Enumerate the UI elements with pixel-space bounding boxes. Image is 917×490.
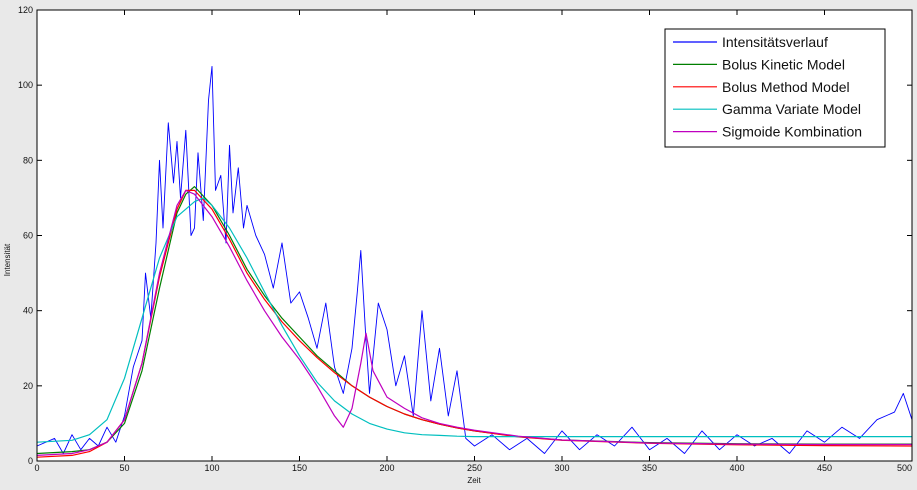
series-line-5	[36, 189, 912, 456]
y-tick-label: 100	[18, 80, 33, 90]
y-tick-label: 0	[28, 456, 33, 466]
x-tick-label: 400	[729, 463, 744, 473]
legend-label-3: Bolus Method Model	[722, 79, 850, 95]
legend-label-5: Sigmoide Kombination	[722, 124, 862, 140]
y-tick-label: 40	[23, 306, 33, 316]
legend-box	[664, 28, 886, 148]
legend-label-2: Bolus Kinetic Model	[722, 56, 845, 72]
x-tick-label: 150	[292, 463, 307, 473]
x-tick-label: 100	[204, 463, 219, 473]
legend-label-4: Gamma Variate Model	[722, 101, 861, 117]
x-tick-label: 200	[379, 463, 394, 473]
y-tick-label: 120	[18, 5, 33, 15]
x-tick-label: 350	[642, 463, 657, 473]
series-line-4	[36, 197, 912, 443]
x-tick-label: 50	[119, 463, 129, 473]
x-tick-label: 0	[34, 463, 39, 473]
y-tick-label: 60	[23, 231, 33, 241]
x-tick-label: 450	[817, 463, 832, 473]
x-tick-label: 300	[554, 463, 569, 473]
legend-label-1: Intensitätsverlauf	[722, 34, 828, 50]
x-tick-label: 250	[467, 463, 482, 473]
y-tick-label: 20	[23, 381, 33, 391]
y-axis-label: Intensität	[3, 243, 12, 276]
x-axis-label: Zeit	[467, 476, 481, 485]
series-line-1	[36, 65, 913, 454]
x-tick-label: 500	[897, 463, 912, 473]
y-tick-label: 80	[23, 155, 33, 165]
